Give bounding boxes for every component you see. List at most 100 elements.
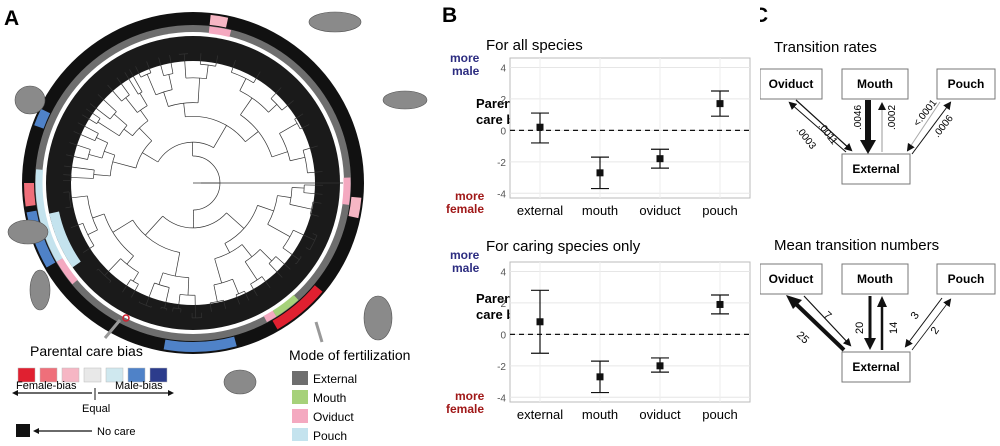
top-chart-title: For all species [486, 37, 583, 54]
y-tick-label: -4 [497, 393, 506, 404]
fish-illustration-4 [8, 220, 48, 244]
point-pouch [717, 100, 724, 107]
fert-legend-label-oviduct: Oviduct [313, 410, 354, 424]
node-pouch-bottom-label: Pouch [948, 272, 985, 286]
no-care-arrowhead [33, 428, 39, 434]
phylogenetic-tree [22, 12, 364, 354]
top-more-female-1: more [455, 189, 485, 203]
rate-ovi-to-ext: .0003 [794, 125, 818, 152]
panel-b-label: B [442, 4, 457, 27]
plot-frame [510, 262, 750, 402]
fert-legend-swatch-oviduct [292, 409, 308, 423]
node-external-bottom-label: External [852, 360, 899, 374]
x-tick-label-external: external [517, 203, 563, 218]
count-pouch-to-ext: 3 [909, 310, 922, 322]
seahorse-illustration [30, 270, 50, 310]
fertilization-pointer [316, 322, 322, 342]
rate-ext-to-mouth: .0002 [887, 105, 898, 130]
point-external [537, 318, 544, 325]
top-more-male-1: more [450, 51, 480, 65]
node-oviduct-top-label: Oviduct [769, 77, 814, 91]
bottom-more-male-1: more [450, 248, 480, 262]
panel-c-label: C [760, 4, 768, 27]
node-pouch-top-label: Pouch [948, 77, 985, 91]
x-tick-label-mouth: mouth [582, 407, 618, 422]
x-tick-label-pouch: pouch [702, 203, 737, 218]
count-ext-to-pouch: 2 [929, 325, 942, 337]
y-tick-label: 4 [500, 63, 506, 74]
count-mouth-to-ext: 20 [854, 322, 866, 334]
count-ext-to-ovi: 25 [794, 329, 811, 346]
point-mouth [597, 169, 604, 176]
top-more-male-2: male [452, 64, 480, 78]
bottom-more-female-2: female [446, 402, 484, 416]
fish-illustration-5 [364, 296, 392, 340]
y-tick-label: -2 [497, 362, 506, 373]
panel-a: A Parental care bias Female-bias Male-bi… [0, 0, 440, 441]
count-ovi-to-ext: 7 [821, 309, 834, 322]
mean-transitions-title: Mean transition numbers [774, 237, 939, 254]
parental-care-title: Parental care bias [30, 343, 143, 359]
bottom-chart: -4 -2 0 2 4 external mouth oviduct pouch [497, 262, 750, 422]
bottom-chart-title: For caring species only [486, 238, 641, 255]
node-mouth-bottom-label: Mouth [857, 272, 893, 286]
x-tick-label-oviduct: oviduct [639, 407, 681, 422]
panel-b-charts: B For all species more male more female … [440, 0, 770, 441]
x-tick-label-external: external [517, 407, 563, 422]
fertilization-title: Mode of fertilization [289, 347, 410, 363]
point-mouth [597, 373, 604, 380]
fert-legend-swatch-mouth [292, 390, 308, 404]
node-external-top-label: External [852, 162, 899, 176]
arrow-mouth-to-ext-top-head [860, 140, 876, 154]
point-external [537, 124, 544, 131]
arrow-pouch-to-ext-bottom [906, 298, 942, 346]
panel-b: B For all species more male more female … [440, 0, 770, 441]
top-more-female-2: female [446, 202, 484, 216]
bias-color-box-4 [84, 368, 101, 382]
x-tick-label-oviduct: oviduct [639, 203, 681, 218]
panel-c: C Transition rates Oviduct Mouth Pouch E… [760, 0, 1000, 441]
panel-c-diagrams: C Transition rates Oviduct Mouth Pouch E… [760, 0, 1000, 441]
panel-a-figure: A Parental care bias Female-bias Male-bi… [0, 0, 440, 441]
x-tick-label-mouth: mouth [582, 203, 618, 218]
y-tick-label: 4 [500, 267, 506, 278]
male-bias-arrowhead [168, 390, 174, 396]
bottom-more-female-1: more [455, 389, 485, 403]
top-chart: -4 -2 0 2 4 external mouth oviduct pouch [497, 58, 750, 218]
point-pouch [717, 301, 724, 308]
plot-frame [510, 58, 750, 198]
y-tick-label: 0 [500, 330, 506, 341]
x-tick-label-pouch: pouch [702, 407, 737, 422]
y-tick-label: -4 [497, 189, 506, 200]
no-care-swatch [16, 424, 30, 437]
y-tick-label: -2 [497, 158, 506, 169]
no-care-label: No care [97, 426, 136, 438]
bottom-more-male-2: male [452, 261, 480, 275]
y-tick-label: 0 [500, 126, 506, 137]
point-oviduct [657, 155, 664, 162]
fish-illustration-1 [309, 12, 361, 32]
fish-illustration-3 [383, 91, 427, 109]
male-bias-label: Male-bias [115, 380, 163, 392]
point-oviduct [657, 362, 664, 369]
count-ext-to-mouth: 14 [888, 322, 900, 334]
rate-ext-to-pouch: .0006 [932, 113, 956, 140]
fish-illustration-2 [15, 86, 45, 114]
fert-legend-swatch-external [292, 371, 308, 385]
transition-rates-title: Transition rates [774, 39, 877, 56]
arrow-mouth-to-ext-bottom-head [864, 338, 876, 350]
node-mouth-top-label: Mouth [857, 77, 893, 91]
node-oviduct-bottom-label: Oviduct [769, 272, 814, 286]
fert-legend-label-pouch: Pouch [313, 429, 347, 441]
fish-illustration-6 [224, 370, 256, 394]
y-tick-label: 2 [500, 95, 506, 106]
fert-legend-label-mouth: Mouth [313, 391, 346, 405]
fertilization-legend: External Mouth Oviduct Pouch [292, 371, 357, 441]
female-bias-label: Female-bias [16, 380, 77, 392]
fert-legend-swatch-pouch [292, 428, 308, 441]
fert-legend-label-external: External [313, 372, 357, 386]
y-tick-label: 2 [500, 299, 506, 310]
arrow-ext-to-mouth-bottom-head [877, 296, 887, 307]
panel-a-label: A [4, 7, 19, 30]
equal-label: Equal [82, 403, 110, 415]
